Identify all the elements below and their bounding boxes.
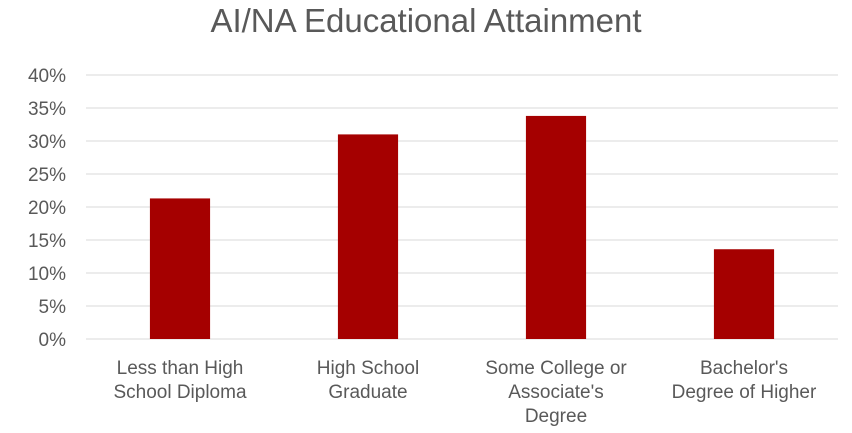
y-tick-label: 15%: [28, 231, 66, 252]
x-tick-label-line: Less than High: [117, 358, 244, 379]
x-tick-label-line: Degree: [525, 406, 587, 427]
x-tick-label-line: Associate's: [508, 382, 604, 403]
bar: [525, 115, 587, 339]
y-tick-label: 10%: [28, 264, 66, 285]
x-tick-label-line: Bachelor's: [700, 358, 788, 379]
y-tick-label: 20%: [28, 198, 66, 219]
y-tick-label: 25%: [28, 165, 66, 186]
x-tick-label: High School Graduate: [317, 358, 419, 403]
x-tick-label: Some College or Associate's Degree: [485, 358, 627, 427]
y-tick-label: 30%: [28, 132, 66, 153]
y-tick-label: 35%: [28, 99, 66, 120]
x-tick-label-line: Some College or: [485, 358, 627, 379]
x-tick-label-line: High School: [317, 358, 419, 379]
x-tick-label: Bachelor's Degree of Higher: [672, 358, 817, 403]
y-tick-label: 0%: [39, 330, 67, 351]
bar: [149, 198, 211, 339]
bar: [713, 249, 775, 339]
y-tick-label: 40%: [28, 66, 66, 87]
y-tick-label: 5%: [39, 297, 67, 318]
chart-title: AI/NA Educational Attainment: [210, 2, 642, 39]
x-tick-label-line: Degree of Higher: [672, 382, 817, 403]
x-tick-label: Less than High School Diploma: [113, 358, 246, 403]
bar: [337, 134, 399, 339]
x-tick-label-line: Graduate: [328, 382, 407, 403]
x-tick-label-line: School Diploma: [113, 382, 246, 403]
